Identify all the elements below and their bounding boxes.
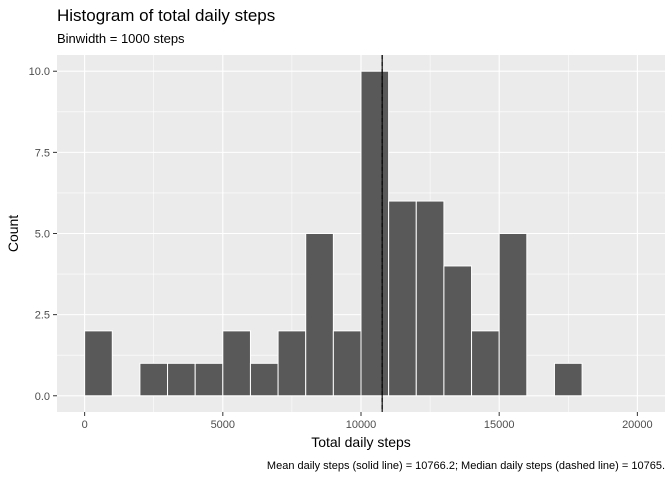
chart-subtitle: Binwidth = 1000 steps <box>57 31 185 46</box>
x-tick-label: 15000 <box>484 419 515 431</box>
y-tick-label: 10.0 <box>29 66 50 78</box>
histogram-bar <box>277 330 307 397</box>
histogram-bar <box>222 330 251 397</box>
histogram-bar <box>332 330 362 397</box>
x-tick-label: 10000 <box>346 419 377 431</box>
chart-caption: Mean daily steps (solid line) = 10766.2;… <box>267 460 665 472</box>
histogram-bar <box>415 200 445 397</box>
histogram-bars <box>84 70 583 397</box>
x-tick-label: 0 <box>82 419 88 431</box>
x-axis-ticks: 0 5000 10000 15000 20000 <box>82 412 653 431</box>
y-tick-label: 0.0 <box>35 391 50 403</box>
histogram-bar <box>84 330 113 397</box>
x-tick-label: 20000 <box>622 419 653 431</box>
histogram-bar <box>388 200 417 397</box>
y-tick-label: 5.0 <box>35 229 50 241</box>
histogram-bar <box>360 70 390 397</box>
histogram-bar <box>305 233 334 397</box>
y-tick-label: 7.5 <box>35 147 50 159</box>
histogram-bar <box>471 330 500 397</box>
y-axis-ticks: 0.0 2.5 5.0 7.5 10.0 <box>29 66 57 403</box>
histogram-bar <box>443 265 473 397</box>
y-tick-label: 2.5 <box>35 310 50 322</box>
x-tick-label: 5000 <box>211 419 235 431</box>
chart-title: Histogram of total daily steps <box>57 6 275 25</box>
y-axis-title: Count <box>5 215 21 252</box>
histogram-bar <box>194 362 224 397</box>
histogram-bar <box>498 233 528 397</box>
histogram-bar <box>553 362 583 397</box>
histogram-bar <box>167 362 196 397</box>
histogram-bar <box>249 362 279 397</box>
x-axis-title: Total daily steps <box>311 434 411 450</box>
histogram-bar <box>139 362 169 397</box>
